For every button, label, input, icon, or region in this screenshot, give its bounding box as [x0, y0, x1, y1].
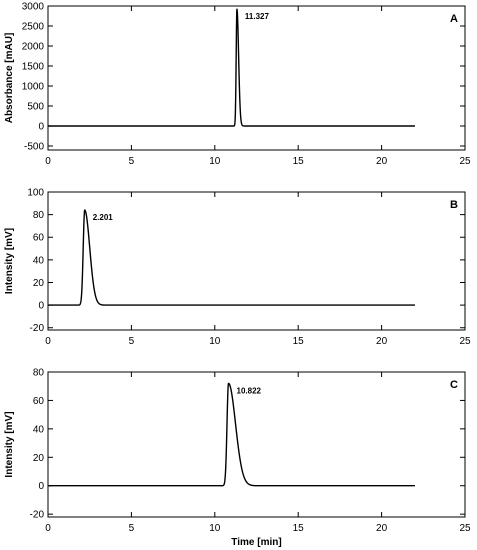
y-tick-label: 0: [38, 122, 44, 133]
y-tick-label: 80: [33, 368, 45, 379]
y-tick-label: 3000: [22, 2, 45, 13]
x-tick-label: 25: [459, 336, 471, 347]
x-tick-label: 5: [129, 156, 135, 167]
x-tick-label: 0: [45, 523, 51, 534]
x-tick-label: 15: [293, 336, 305, 347]
y-tick-label: 20: [33, 453, 45, 464]
y-tick-label: 60: [33, 396, 45, 407]
y-tick-label: 20: [33, 278, 45, 289]
y-tick-label: -20: [30, 323, 45, 334]
panel-letter: C: [450, 379, 458, 391]
y-axis-title: Intensity [mV]: [4, 228, 15, 294]
y-tick-label: 100: [27, 188, 44, 199]
y-tick-label: 2500: [22, 22, 45, 33]
y-tick-label: -20: [30, 510, 45, 521]
plot-frame: [47, 191, 466, 331]
y-tick-label: 1000: [22, 82, 45, 93]
y-tick-label: 0: [38, 481, 44, 492]
x-tick-label: 20: [376, 156, 388, 167]
y-tick-label: 500: [27, 102, 44, 113]
peak-label: 2.201: [93, 213, 114, 222]
y-tick-label: 40: [33, 255, 45, 266]
x-tick-label: 20: [376, 523, 388, 534]
x-tick-label: 25: [459, 156, 471, 167]
plot-frame: [47, 5, 466, 151]
y-axis-title: Absorbance [mAU]: [4, 33, 15, 124]
x-tick-label: 0: [45, 156, 51, 167]
y-tick-label: 1500: [22, 62, 45, 73]
panel-letter: B: [450, 199, 458, 211]
peak-label: 10.822: [237, 386, 262, 395]
y-axis-title: Intensity [mV]: [4, 411, 15, 477]
x-axis-title: Time [min]: [231, 537, 281, 548]
y-tick-label: 40: [33, 424, 45, 435]
x-tick-label: 10: [209, 336, 221, 347]
panel-a: 0 5 10 15 20 25-500050010001500200025003000Ab…: [4, 2, 471, 168]
panel-letter: A: [450, 13, 458, 25]
x-tick-label: 10: [209, 523, 221, 534]
x-tick-label: 15: [293, 523, 305, 534]
chromatogram-trace: [47, 8, 416, 127]
peak-label: 11.327: [245, 12, 270, 21]
y-tick-label: 80: [33, 210, 45, 221]
y-tick-label: -500: [24, 142, 44, 153]
x-tick-label: 5: [129, 336, 135, 347]
x-tick-label: 10: [209, 156, 221, 167]
y-tick-label: 2000: [22, 42, 45, 53]
y-tick-label: 60: [33, 233, 45, 244]
y-tick-label: 0: [38, 301, 44, 312]
x-tick-label: 15: [293, 156, 305, 167]
plot-frame: [47, 371, 466, 518]
chromatogram-trace: [47, 209, 416, 306]
x-tick-label: 25: [459, 523, 471, 534]
x-tick-label: 5: [129, 523, 135, 534]
x-tick-label: 20: [376, 336, 388, 347]
chromatogram-trace: [47, 382, 416, 487]
x-tick-label: 0: [45, 336, 51, 347]
